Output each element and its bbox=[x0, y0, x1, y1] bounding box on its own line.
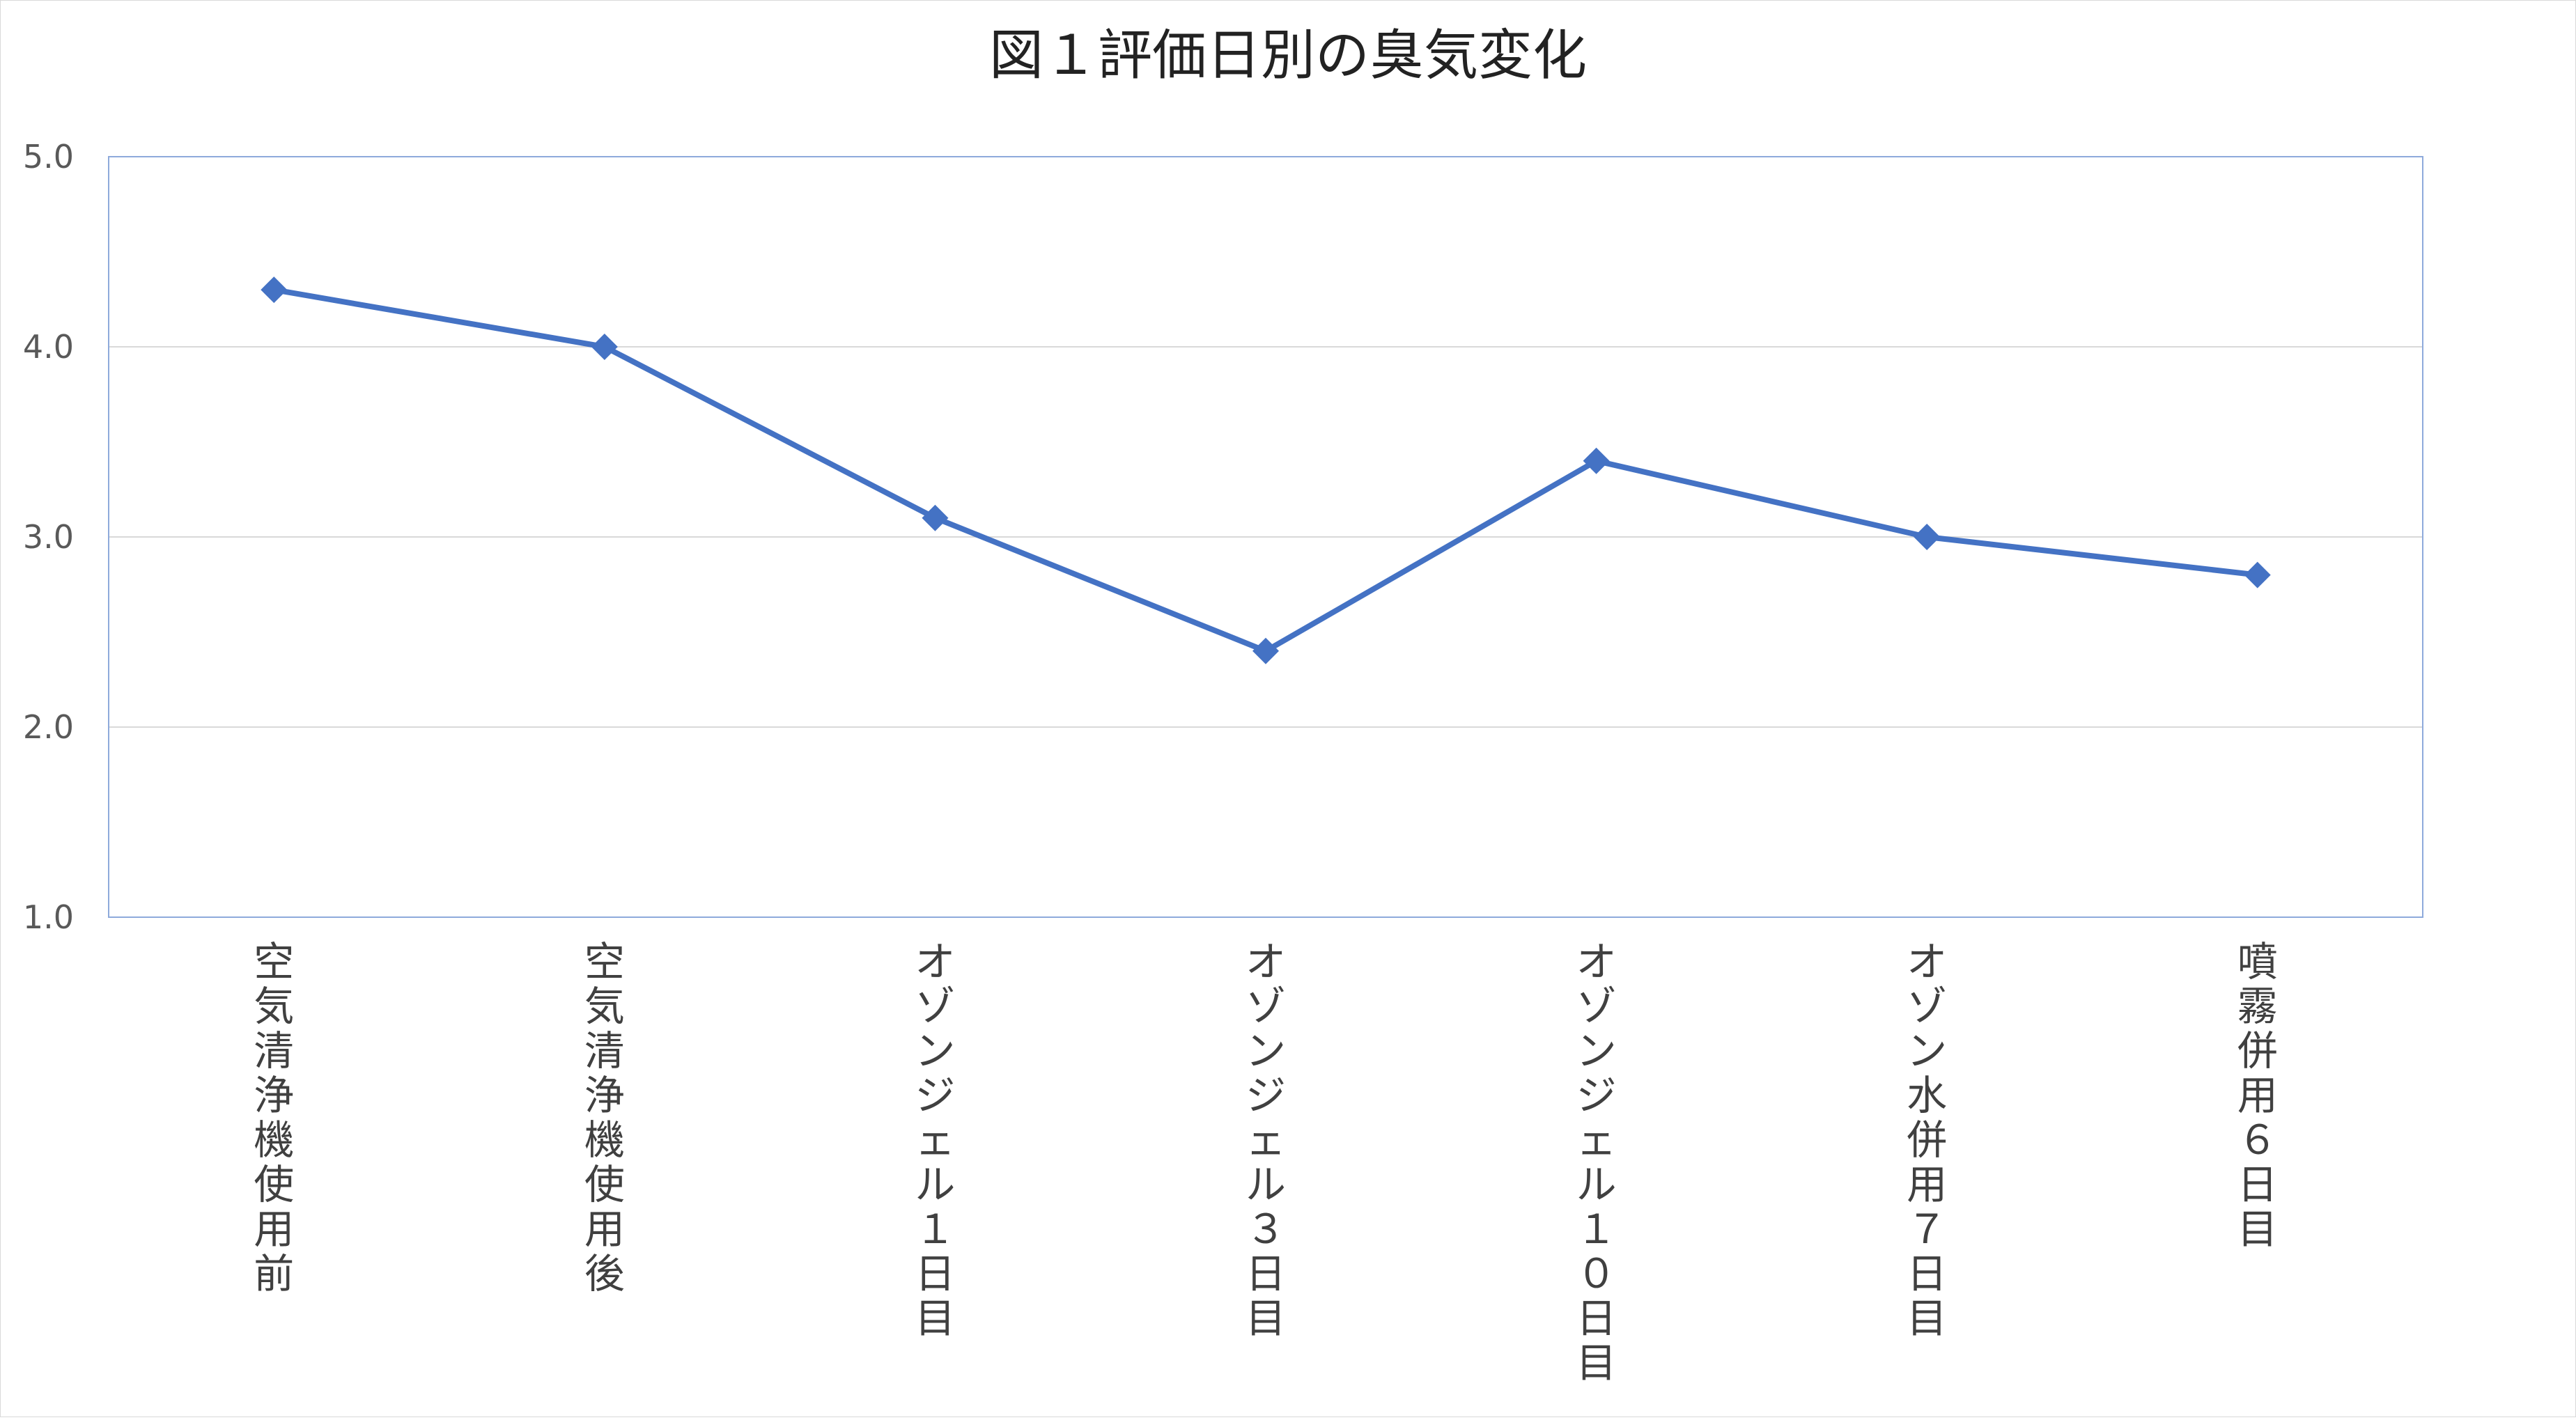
data-point-marker bbox=[922, 504, 949, 531]
data-point-marker bbox=[591, 334, 618, 360]
y-tick-label: 1.0 bbox=[23, 898, 74, 936]
x-axis-category-labels: 空気清浄機使用前 空気清浄機使用後 オゾンジェル１日目 オゾンジェル３日目 オゾンジェル… bbox=[254, 938, 2277, 1387]
y-tick-label: 2.0 bbox=[23, 708, 74, 746]
series-line bbox=[273, 287, 2258, 654]
x-category-label: オゾンジェル１０日目 bbox=[1576, 938, 1617, 1387]
x-category-label: 空気清浄機使用後 bbox=[584, 938, 625, 1297]
x-category-label: 空気清浄機使用前 bbox=[254, 938, 294, 1297]
y-tick-label: 4.0 bbox=[23, 328, 74, 366]
y-tick-label: 5.0 bbox=[23, 138, 74, 175]
series-layer bbox=[261, 276, 2271, 664]
data-point-marker bbox=[1914, 524, 1941, 550]
data-point-marker bbox=[1252, 637, 1279, 664]
y-tick-label: 3.0 bbox=[23, 518, 74, 556]
data-point-marker bbox=[2244, 561, 2271, 588]
data-point-marker bbox=[261, 276, 288, 304]
x-category-label: 噴霧併用６日目 bbox=[2237, 938, 2278, 1253]
x-category-label: オゾンジェル３日目 bbox=[1246, 938, 1286, 1342]
x-category-label: オゾン水併用７日目 bbox=[1907, 938, 1947, 1342]
data-point-marker bbox=[1583, 447, 1610, 474]
x-category-label: オゾンジェル１日目 bbox=[915, 938, 955, 1342]
chart-title: 図１評価日別の臭気変化 bbox=[989, 24, 1587, 87]
y-axis-tick-labels: 1.0 2.0 3.0 4.0 5.0 bbox=[23, 138, 74, 936]
gridlines bbox=[109, 346, 2423, 728]
plot-area-border bbox=[108, 156, 2423, 918]
